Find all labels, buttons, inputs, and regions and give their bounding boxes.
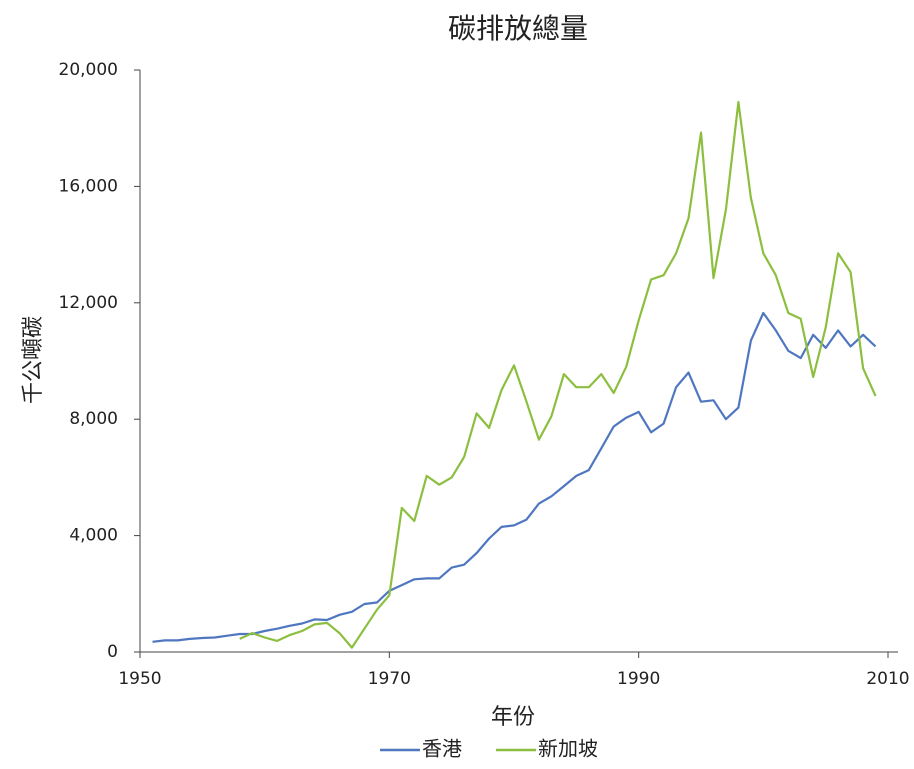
y-tick-label: 8,000 — [69, 409, 118, 429]
chart-title: 碳排放總量 — [448, 12, 588, 45]
x-tick-label: 1990 — [617, 669, 660, 689]
x-axis-title: 年份 — [491, 705, 535, 730]
line-series — [152, 311, 877, 643]
legend-label: 香港 — [422, 737, 462, 761]
y-tick-label: 20,000 — [59, 60, 118, 80]
y-tick-label: 16,000 — [59, 176, 118, 196]
line-series — [239, 100, 877, 649]
x-tick-label: 1970 — [368, 669, 411, 689]
y-axis-title: 千公噸碳 — [21, 316, 46, 404]
y-tick-label: 12,000 — [59, 293, 118, 313]
x-tick-label: 1950 — [118, 669, 161, 689]
y-tick-label: 4,000 — [69, 526, 118, 546]
y-tick-label: 0 — [107, 642, 118, 662]
x-tick-label: 2010 — [866, 669, 909, 689]
legend-label: 新加坡 — [538, 737, 598, 761]
